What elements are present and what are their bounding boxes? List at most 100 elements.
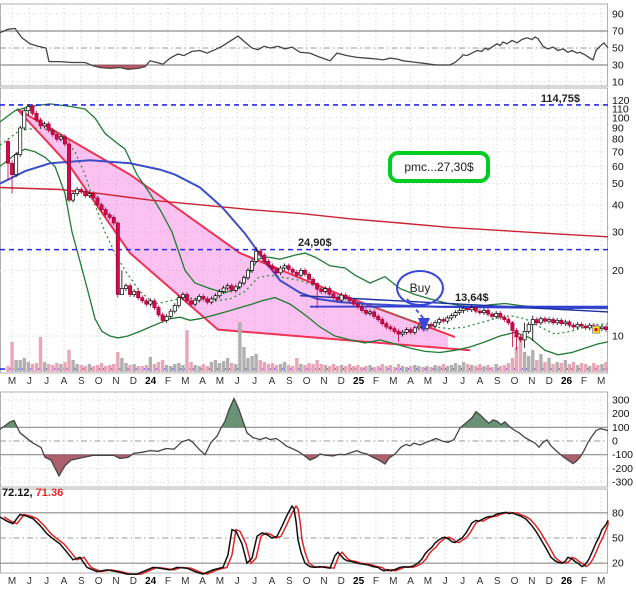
candle <box>551 317 556 326</box>
volume-bar <box>604 362 608 372</box>
candle <box>404 327 409 335</box>
candle <box>58 134 63 142</box>
indicator-fill <box>460 411 511 428</box>
price-tick: 30 <box>612 226 624 238</box>
candle <box>323 286 328 294</box>
candle <box>103 207 108 218</box>
month-tick-label: S <box>78 376 85 387</box>
candle <box>266 259 271 269</box>
volume-bar <box>173 364 177 372</box>
candle <box>67 140 71 203</box>
volume-bar <box>34 363 39 372</box>
indicator-fill <box>43 454 132 476</box>
month-tick-label: A <box>269 376 276 387</box>
volume-bar <box>103 366 108 372</box>
month-tick-label: A <box>61 376 68 387</box>
volume-bar <box>144 365 149 372</box>
month-tick-label: D <box>338 576 345 587</box>
candle <box>453 310 458 319</box>
candle <box>298 268 303 278</box>
price-tick: 80 <box>612 134 624 146</box>
candle <box>95 195 100 208</box>
volume-bar <box>482 366 486 372</box>
volume-bar <box>518 337 523 372</box>
month-tick-label: A <box>269 576 276 587</box>
month-tick-label: J <box>443 576 448 587</box>
candle <box>380 317 385 326</box>
candle <box>258 248 263 258</box>
candle <box>307 271 311 282</box>
volume-bar <box>42 362 47 372</box>
month-tick-label: O <box>95 376 103 387</box>
ma-blue-line <box>0 159 609 310</box>
candle <box>400 329 405 337</box>
month-tick-label: M <box>389 576 397 587</box>
volume-bar <box>140 366 144 372</box>
volume-bar <box>449 365 454 372</box>
month-tick-label: 26 <box>561 376 573 387</box>
indicator-fill <box>221 398 246 428</box>
month-tick-label: M <box>8 376 16 387</box>
candle <box>575 322 580 330</box>
volume-bar <box>266 364 271 372</box>
volume-bar <box>22 358 26 372</box>
candle <box>498 311 503 320</box>
month-tick-label: 25 <box>353 576 365 587</box>
candle <box>315 282 320 309</box>
volume-bar <box>185 330 189 372</box>
volume-bar <box>124 363 128 372</box>
last-price-marker <box>592 325 600 334</box>
month-tick-label: O <box>511 576 519 587</box>
volume-bar <box>10 342 14 372</box>
volume-bar <box>437 366 441 372</box>
month-tick-label: A <box>199 576 206 587</box>
volume-bar <box>95 365 100 372</box>
volume-bar <box>461 362 466 372</box>
long-ma-red-line <box>0 186 609 238</box>
candle <box>160 312 165 323</box>
candle <box>294 269 299 278</box>
month-tick-label: F <box>581 576 587 587</box>
volume-bar <box>506 363 511 372</box>
volume-bar <box>600 364 604 372</box>
volume-bar <box>372 367 376 372</box>
rsi-tick: 50 <box>612 43 624 55</box>
volume-bar <box>409 366 413 372</box>
indicator-fill <box>303 454 320 461</box>
month-tick-label: M <box>8 576 16 587</box>
candle <box>148 298 153 307</box>
price-tick: 120 <box>612 95 630 107</box>
candle <box>368 309 373 316</box>
candle <box>599 324 604 332</box>
volume-bar <box>71 360 75 372</box>
candle <box>319 286 324 294</box>
month-tick-label: M <box>216 576 224 587</box>
candle <box>254 247 259 263</box>
volume-bar <box>474 366 478 372</box>
stoch-k-line <box>0 504 609 575</box>
candle <box>209 296 214 305</box>
stoch-k-value: 72.12, <box>2 487 33 499</box>
stoch-month-axis: M J J A S O N D 24 F M A M J J A S O N D 25 F M A M J J A S O N D 26 F M <box>8 576 606 587</box>
volume-bar <box>551 364 555 372</box>
volume-bar <box>510 358 515 372</box>
wedge-upper-trendline <box>16 108 456 338</box>
candle <box>461 306 466 314</box>
indicator-fill <box>2 420 18 428</box>
candle <box>290 267 295 275</box>
month-tick-label: A <box>199 376 206 387</box>
volume-bar <box>376 366 380 372</box>
month-tick-label: N <box>528 376 535 387</box>
volume-bar <box>91 366 96 372</box>
volume-bar <box>453 363 458 372</box>
volume-bar <box>295 358 299 372</box>
candle <box>10 160 15 194</box>
price-tick: 40 <box>612 199 624 211</box>
candle <box>168 308 173 319</box>
month-tick-label: F <box>581 376 587 387</box>
price-tick: 10 <box>612 331 624 343</box>
month-tick-label: N <box>112 376 119 387</box>
volume-bar <box>327 366 332 372</box>
